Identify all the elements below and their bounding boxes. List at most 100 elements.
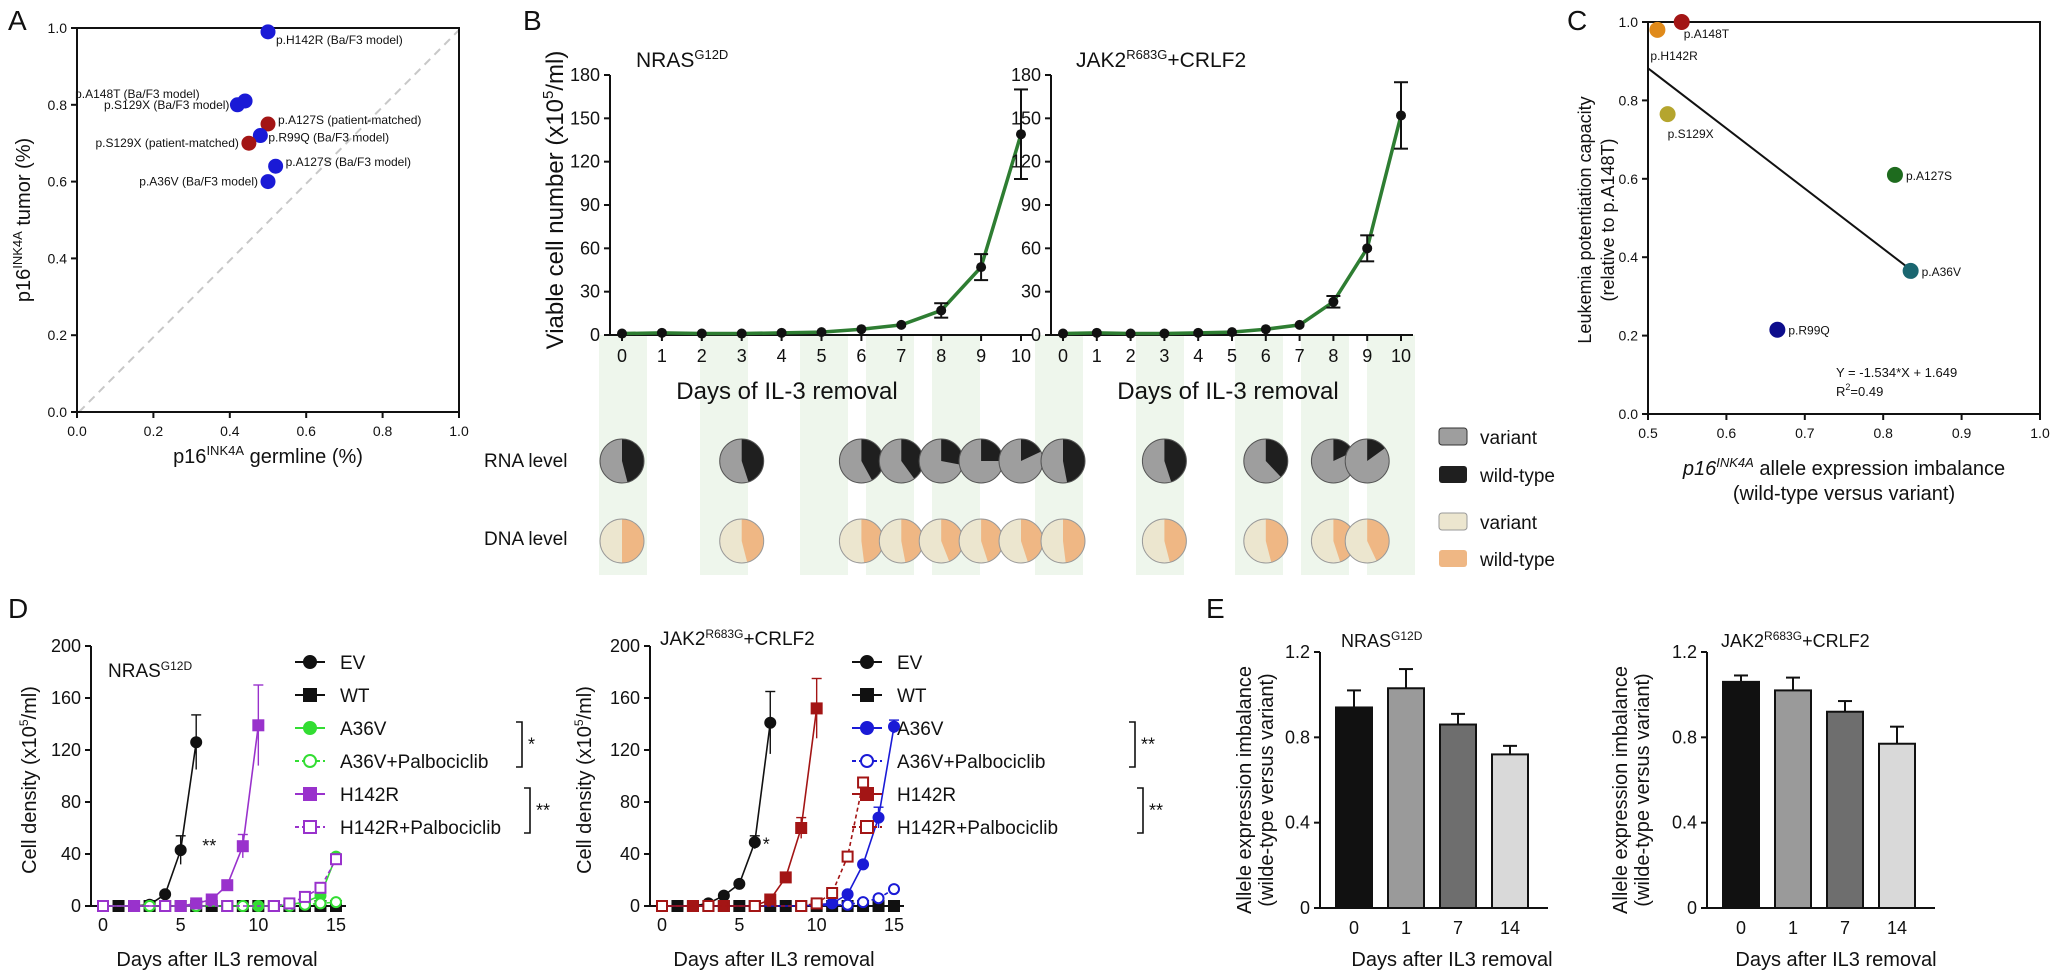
legend-marker	[860, 787, 874, 801]
x-tick-label: 15	[884, 915, 904, 935]
panel-c-frame	[1647, 21, 2041, 415]
legend-label: A36V	[340, 719, 387, 740]
data-point	[1193, 327, 1204, 338]
data-point	[1769, 321, 1786, 338]
legend-swatch-variant-rna	[1438, 427, 1468, 446]
data-point	[748, 900, 761, 912]
x-tick-label: 10	[1391, 346, 1411, 366]
x-tick-label: 7	[1295, 346, 1305, 366]
panel-label-a: A	[8, 5, 27, 36]
legend-label-wildtype-dna: wild-type	[1479, 550, 1555, 571]
rna-pie-wildtype	[741, 439, 764, 482]
x-tick-label: 7	[1840, 918, 1850, 938]
bar	[1335, 706, 1373, 910]
dna-pie-outline	[1344, 518, 1390, 564]
y-tick-label: 0.6	[1619, 171, 1639, 187]
y-tick-label: 120	[51, 740, 81, 760]
y-tick-label: 180	[570, 65, 600, 85]
x-tick-label: 10	[807, 915, 827, 935]
series-line-ev	[662, 722, 772, 907]
point-label: p.A148T (Ba/F3 model)	[75, 87, 200, 101]
rna-pie-outline	[1344, 438, 1390, 484]
x-tick-label: 9	[976, 346, 986, 366]
panel-d1-ylabel: Cell density (x105/ml)	[17, 686, 41, 874]
y-tick-label: 0.8	[1285, 727, 1310, 747]
point-label: p.A127S	[1906, 169, 1952, 183]
significance-bracket	[524, 787, 531, 834]
x-tick-label: 1.0	[449, 423, 469, 439]
rna-pie-wildtype	[1265, 439, 1288, 478]
y-tick-label: 0	[71, 896, 81, 916]
dna-pie-wildtype	[1265, 519, 1288, 563]
data-point	[872, 892, 885, 905]
x-tick-label: 1	[1401, 918, 1411, 938]
panel-label-e: E	[1206, 593, 1225, 624]
legend-marker	[860, 688, 874, 702]
point-label: p.A127S (Ba/F3 model)	[286, 155, 411, 169]
dna-pie-outline	[1243, 518, 1289, 564]
rna-pie-wildtype	[901, 439, 924, 479]
data-point	[1091, 327, 1102, 338]
data-point	[314, 881, 327, 894]
dna-pie-wildtype	[1367, 519, 1390, 561]
data-point	[857, 776, 870, 789]
legend-marker	[860, 721, 874, 735]
data-point	[776, 327, 787, 338]
legend-label: H142R+Palbociclib	[897, 818, 1058, 839]
y-tick-label: 0.4	[48, 250, 68, 266]
point-label: p.S129X (patient-matched)	[95, 136, 238, 150]
panel-d2-title: JAK2R683G+CRLF2	[660, 627, 815, 650]
significance-label: *	[528, 735, 535, 755]
rna-pie-wildtype	[1063, 439, 1086, 483]
x-tick-label: 6	[856, 346, 866, 366]
rna-pie-wildtype	[1021, 439, 1041, 461]
legend-label: A36V	[897, 719, 944, 740]
data-point	[1016, 129, 1026, 140]
data-point	[159, 888, 172, 901]
data-point	[896, 319, 907, 330]
regression-r2: R2=0.49	[1836, 382, 1883, 399]
rna-pie-wildtype	[861, 439, 884, 481]
row-label-rna: RNA level	[484, 451, 567, 472]
y-tick-label: 30	[1021, 282, 1041, 302]
y-tick-label: 0	[590, 325, 600, 345]
y-tick-label: 0.0	[48, 404, 68, 420]
x-tick-label: 0	[657, 915, 667, 935]
legend-swatch-variant-dna	[1438, 512, 1468, 531]
x-tick-label: 0.8	[1873, 425, 1893, 441]
legend-label: H142R	[340, 785, 399, 806]
series-line-h142r	[103, 725, 260, 907]
data-point	[810, 897, 823, 910]
data-point	[856, 324, 867, 335]
x-tick-label: 0.2	[144, 423, 164, 439]
significance-label: **	[536, 801, 550, 821]
data-point	[795, 900, 808, 912]
legend-label-wildtype-rna: wild-type	[1479, 466, 1555, 487]
y-tick-label: 1.2	[1285, 642, 1310, 662]
y-tick-label: 0	[1031, 325, 1041, 345]
x-tick-label: 14	[1887, 918, 1907, 938]
y-tick-label: 40	[61, 844, 81, 864]
y-tick-label: 0.0	[1619, 406, 1639, 422]
legend-label: WT	[340, 686, 370, 707]
data-point	[298, 890, 311, 903]
regression-equation: Y = -1.534*X + 1.649	[1836, 365, 1957, 380]
panel-e1-xlabel: Days after IL3 removal	[1351, 949, 1552, 971]
y-tick-label: 160	[610, 688, 640, 708]
data-point	[764, 716, 777, 729]
data-point	[1260, 324, 1271, 335]
data-point	[205, 893, 218, 906]
y-tick-label: 30	[580, 282, 600, 302]
x-tick-label: 1	[1788, 918, 1798, 938]
panel-e1-ylabel-2: (wilde-type versus variant)	[1256, 673, 1278, 906]
legend-marker	[303, 787, 317, 801]
x-tick-label: 2	[697, 346, 707, 366]
data-point	[1673, 14, 1690, 30]
legend-label: A36V+Palbociclib	[897, 752, 1045, 773]
data-point	[260, 174, 276, 190]
point-label: p.A148T	[1684, 27, 1730, 41]
bar	[1491, 753, 1529, 910]
x-tick-label: 4	[777, 346, 787, 366]
data-point	[1886, 166, 1903, 183]
x-tick-label: 4	[1193, 346, 1203, 366]
